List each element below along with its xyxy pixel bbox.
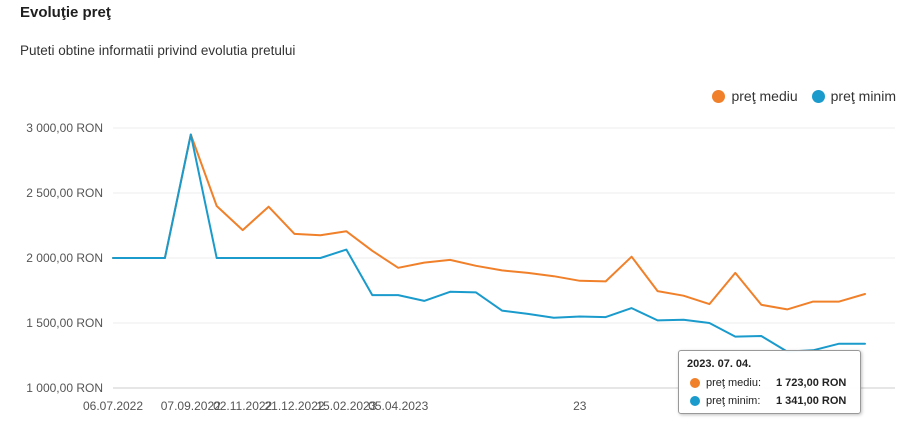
data-point-pret-minim [760,335,762,337]
y-tick-label: 2 500,00 RON [26,186,103,200]
data-point-pret-mediu [812,300,814,302]
legend-item-pret-minim[interactable]: preţ minim [811,88,896,104]
data-point-pret-mediu [475,265,477,267]
y-tick-label: 3 000,00 RON [26,121,103,135]
data-point-pret-mediu [216,205,218,207]
y-tick-label: 2 000,00 RON [26,251,103,265]
data-point-pret-minim [164,257,166,259]
data-point-pret-minim [319,257,321,259]
series-line-pret-mediu [112,133,866,311]
legend-dot-pret-mediu [712,89,726,103]
tooltip-dot-pret-mediu [690,378,700,388]
x-tick-label: 15.02.2023 [316,399,376,413]
data-point-pret-mediu [786,308,788,310]
data-point-pret-minim [656,319,658,321]
x-tick-label: 02.11.2022 [213,399,272,413]
chart-title: Evoluţie preţ [20,4,111,21]
legend-dot-pret-minim [811,89,825,103]
tooltip-dot-pret-minim [690,396,700,406]
x-tick-label: 05.04.2023 [368,399,428,413]
data-point-pret-mediu [371,250,373,252]
data-point-pret-minim [864,342,866,344]
series-line-pret-minim [112,133,866,353]
data-point-pret-mediu [734,272,736,274]
data-point-pret-mediu [682,295,684,297]
y-tick-label: 1 000,00 RON [26,381,103,395]
tooltip-date: 2023. 07. 04. [687,358,752,370]
data-point-pret-minim [267,257,269,259]
data-point-pret-mediu [397,267,399,269]
data-point-pret-minim [553,317,555,319]
data-point-pret-minim [423,300,425,302]
data-point-pret-mediu [267,205,269,207]
data-point-pret-mediu [838,300,840,302]
tooltip-label-pret-minim: preţ minim: [706,395,761,407]
y-tick-label: 1 500,00 RON [26,316,103,330]
data-point-pret-minim [138,257,140,259]
data-point-pret-mediu [241,229,243,231]
data-point-pret-mediu [864,293,866,295]
data-point-pret-minim [734,335,736,337]
data-point-pret-minim [475,291,477,293]
data-point-pret-minim [682,319,684,321]
data-point-pret-minim [527,313,529,315]
data-point-pret-mediu [293,233,295,235]
data-point-pret-minim [449,291,451,293]
data-point-pret-mediu [760,304,762,306]
data-point-pret-mediu [501,269,503,271]
x-tick-label: 07.09.2022 [161,399,221,413]
data-point-pret-mediu [527,272,529,274]
chart-subtitle: Puteti obtine informatii privind evoluti… [20,43,296,58]
data-point-pret-minim [708,322,710,324]
data-point-pret-mediu [345,230,347,232]
legend-item-pret-mediu[interactable]: preţ mediu [712,88,798,104]
data-point-pret-minim [371,294,373,296]
data-point-pret-mediu [630,256,632,258]
data-point-pret-mediu [319,234,321,236]
data-point-pret-mediu [449,259,451,261]
x-tick-label: 21.12.2022 [264,399,324,413]
data-point-pret-minim [397,294,399,296]
data-point-pret-minim [241,257,243,259]
data-point-pret-mediu [604,280,606,282]
data-point-pret-mediu [553,275,555,277]
x-tick-label: 06.07.2022 [83,399,143,413]
tooltip-label-pret-mediu: preţ mediu: [706,377,762,389]
data-point-pret-mediu [656,290,658,292]
data-point-pret-minim [604,316,606,318]
legend-label-pret-minim: preţ minim [830,88,896,104]
data-point-pret-minim [112,257,114,259]
tooltip-value-pret-mediu: 1 723,00 RON [776,377,847,389]
data-point-pret-mediu [708,303,710,305]
data-point-pret-minim [501,309,503,311]
tooltip-value-pret-minim: 1 341,00 RON [776,395,847,407]
data-point-pret-minim [190,133,192,135]
data-point-pret-minim [630,307,632,309]
legend-label-pret-mediu: preţ mediu [731,88,798,104]
x-tick-label: 23 [573,399,587,413]
data-point-pret-minim [579,315,581,317]
data-point-pret-minim [838,342,840,344]
data-point-pret-minim [345,248,347,250]
data-point-pret-mediu [579,280,581,282]
tooltip-row-pret-minim: preţ minim: 1 341,00 RON [690,395,846,407]
chart-legend: preţ mediu preţ minim [712,88,896,104]
data-point-pret-minim [293,257,295,259]
chart-tooltip: 2023. 07. 04. preţ mediu: 1 723,00 RON p… [678,350,861,414]
tooltip-row-pret-mediu: preţ mediu: 1 723,00 RON [690,377,846,389]
data-point-pret-mediu [423,261,425,263]
data-point-pret-minim [216,257,218,259]
